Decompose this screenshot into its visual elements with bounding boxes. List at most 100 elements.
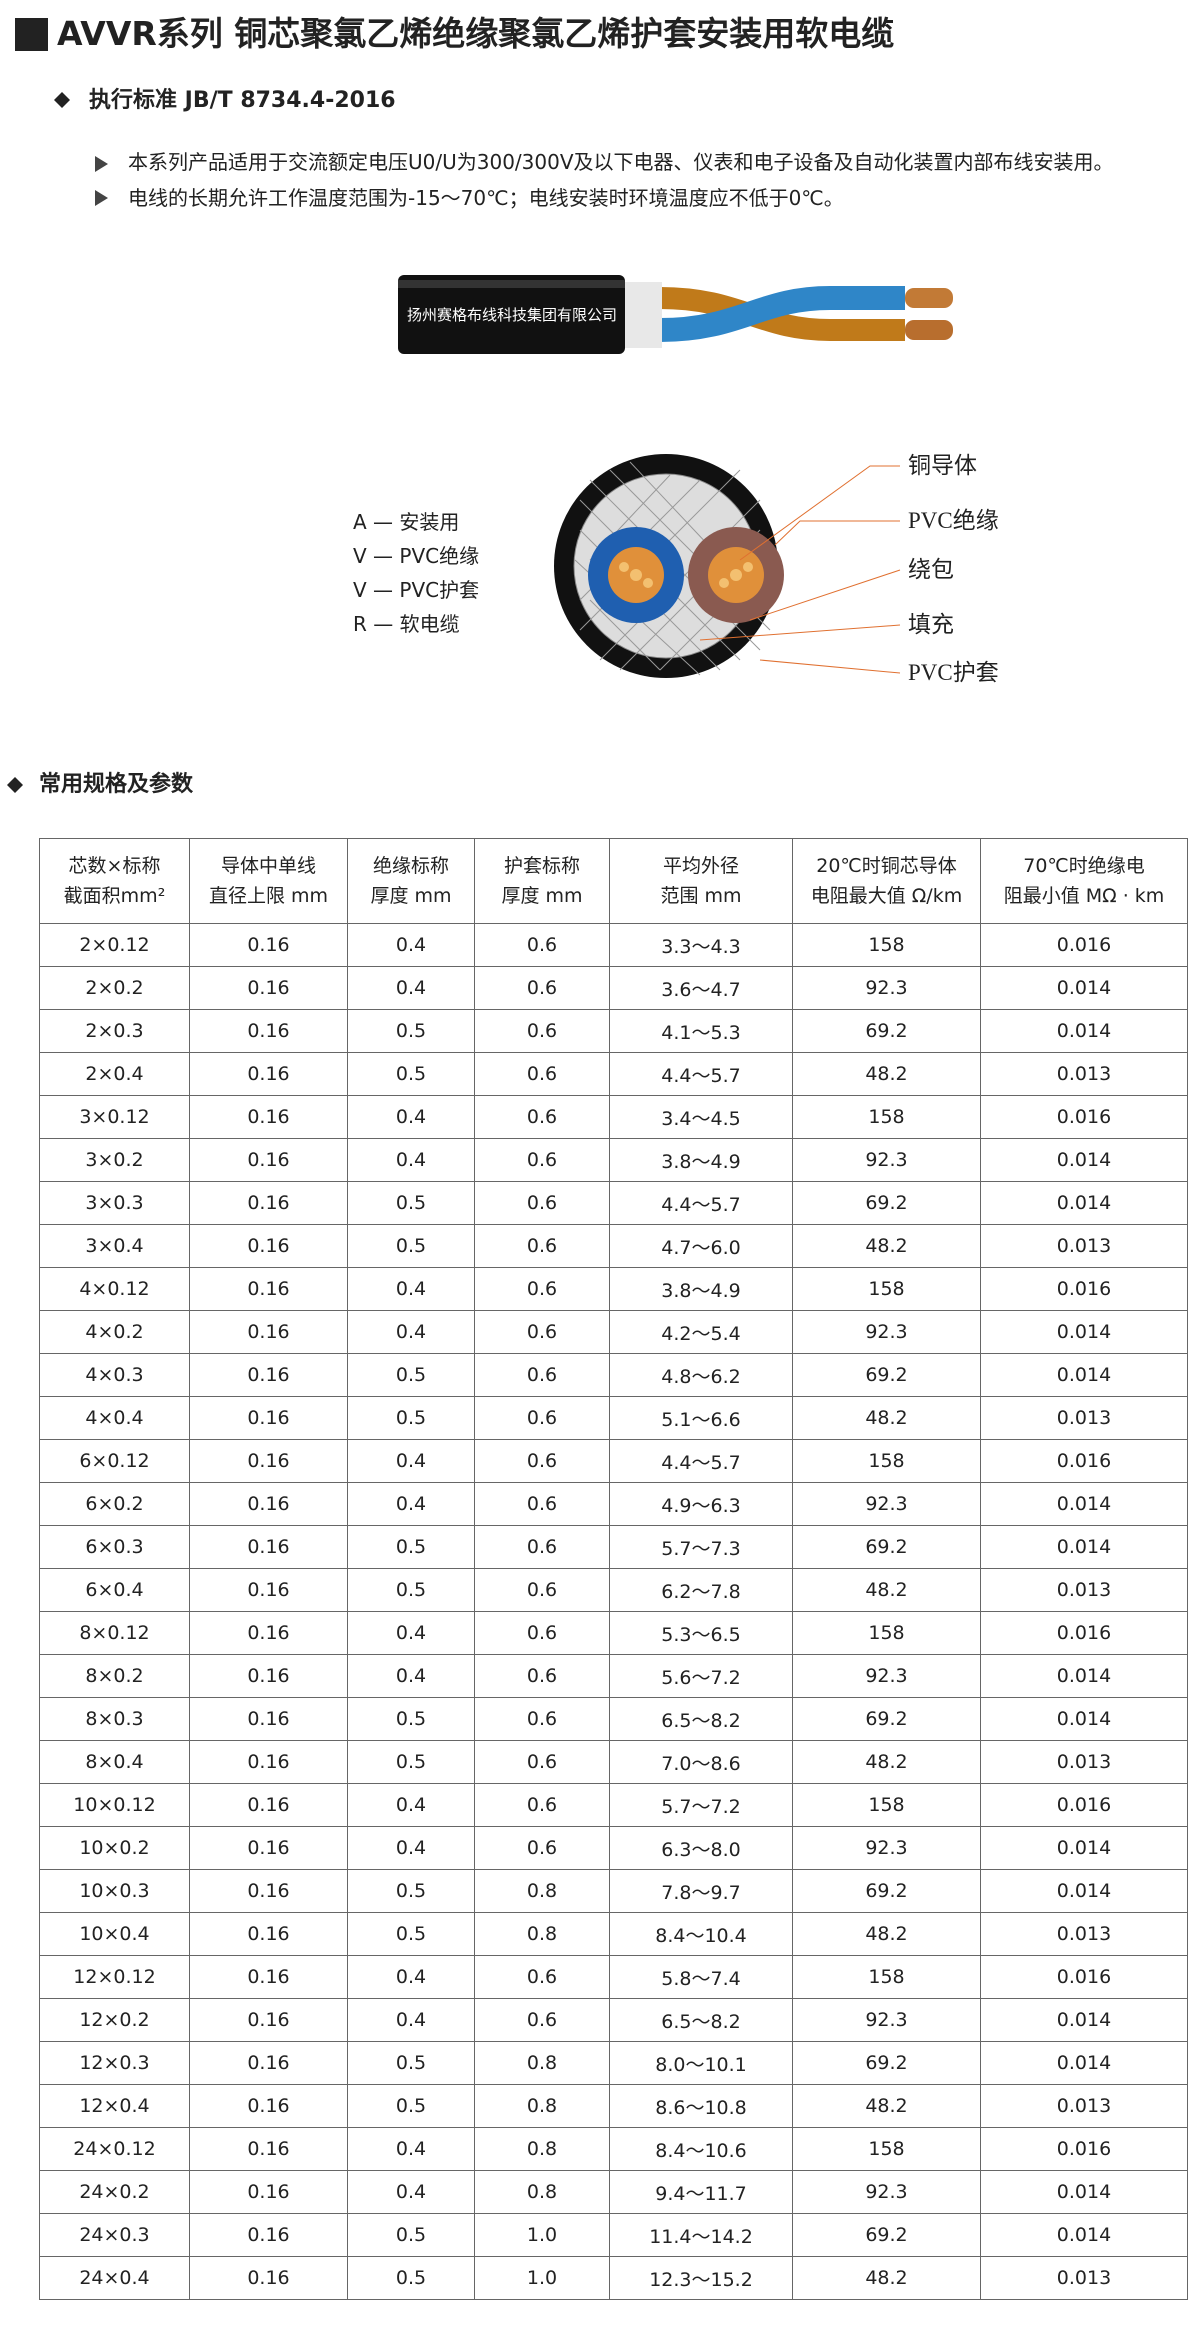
table-cell: 3.8～4.9 (609, 1267, 793, 1311)
table-cell: 48.2 (792, 1396, 981, 1440)
header-line: 截面积mm² (63, 885, 166, 907)
table-cell: 3×0.2 (39, 1138, 190, 1182)
table-cell: 3.3～4.3 (609, 923, 793, 967)
table-cell: 0.6 (474, 1740, 610, 1784)
table-cell: 0.4 (347, 1998, 475, 2042)
table-cell: 24×0.3 (39, 2213, 190, 2257)
table-cell: 0.4 (347, 1611, 475, 1655)
table-cell: 0.016 (980, 2127, 1188, 2171)
table-cell: 11.4～14.2 (609, 2213, 793, 2257)
table-cell: 0.16 (189, 966, 348, 1010)
table-cell: 0.014 (980, 1826, 1188, 1870)
table-cell: 24×0.12 (39, 2127, 190, 2171)
table-cell: 1.0 (474, 2213, 610, 2257)
table-cell: 92.3 (792, 2170, 981, 2214)
table-row: 24×0.12 0.16 0.4 0.8 8.4～10.6 158 0.016 (39, 2127, 1188, 2171)
table-cell: 0.014 (980, 1310, 1188, 1354)
table-row: 10×0.12 0.16 0.4 0.6 5.7～7.2 158 0.016 (39, 1783, 1188, 1827)
table-cell: 0.16 (189, 2127, 348, 2171)
table-cell: 69.2 (792, 1181, 981, 1225)
table-row: 4×0.12 0.16 0.4 0.6 3.8～4.9 158 0.016 (39, 1267, 1188, 1311)
table-cell: 158 (792, 1095, 981, 1139)
table-cell: 158 (792, 2127, 981, 2171)
table-cell: 12×0.2 (39, 1998, 190, 2042)
table-cell: 0.16 (189, 1525, 348, 1569)
table-cell: 0.6 (474, 1009, 610, 1053)
table-cell: 9.4～11.7 (609, 2170, 793, 2214)
table-cell: 0.013 (980, 1568, 1188, 1612)
table-cell: 0.014 (980, 2170, 1188, 2214)
table-cell: 0.5 (347, 1697, 475, 1741)
header-line: 范围 mm (660, 885, 742, 907)
table-cell: 0.016 (980, 1783, 1188, 1827)
table-cell: 0.6 (474, 966, 610, 1010)
legend-item: R — 软电缆 (353, 612, 460, 636)
header-line: 70℃时绝缘电 (1023, 855, 1145, 877)
cross-section (554, 454, 901, 678)
table-cell: 0.6 (474, 1998, 610, 2042)
table-cell: 0.4 (347, 1482, 475, 1526)
table-cell: 158 (792, 1955, 981, 1999)
table-row: 10×0.3 0.16 0.5 0.8 7.8～9.7 69.2 0.014 (39, 1869, 1188, 1913)
table-cell: 0.16 (189, 1568, 348, 1612)
bullet-diamond (54, 92, 70, 108)
table-cell: 4.1～5.3 (609, 1009, 793, 1053)
table-cell: 0.8 (474, 1869, 610, 1913)
table-cell: 92.3 (792, 1138, 981, 1182)
table-cell: 0.014 (980, 966, 1188, 1010)
column-header: 芯数×标称 截面积mm² (39, 838, 190, 924)
table-cell: 0.014 (980, 1998, 1188, 2042)
column-header: 20℃时铜芯导体 电阻最大值 Ω/km (792, 838, 981, 924)
table-row: 4×0.2 0.16 0.4 0.6 4.2～5.4 92.3 0.014 (39, 1310, 1188, 1354)
table-cell: 0.16 (189, 1912, 348, 1956)
header-line: 阻最小值 MΩ · km (1003, 885, 1165, 907)
table-cell: 0.5 (347, 1912, 475, 1956)
table-cell: 158 (792, 1267, 981, 1311)
table-row: 8×0.3 0.16 0.5 0.6 6.5～8.2 69.2 0.014 (39, 1697, 1188, 1741)
table-cell: 0.16 (189, 2256, 348, 2300)
table-cell: 69.2 (792, 1009, 981, 1053)
table-cell: 2×0.12 (39, 923, 190, 967)
table-cell: 12.3～15.2 (609, 2256, 793, 2300)
table-cell: 0.6 (474, 1138, 610, 1182)
table-cell: 0.4 (347, 1267, 475, 1311)
table-cell: 0.4 (347, 2127, 475, 2171)
header-line: 厚度 mm (370, 885, 452, 907)
column-header: 导体中单线 直径上限 mm (189, 838, 348, 924)
table-cell: 0.16 (189, 1826, 348, 1870)
table-cell: 10×0.2 (39, 1826, 190, 1870)
table-cell: 0.6 (474, 923, 610, 967)
table-cell: 92.3 (792, 1310, 981, 1354)
table-cell: 6.5～8.2 (609, 1998, 793, 2042)
table-cell: 7.8～9.7 (609, 1869, 793, 1913)
table-cell: 10×0.3 (39, 1869, 190, 1913)
table-cell: 0.016 (980, 1439, 1188, 1483)
table-cell: 69.2 (792, 1525, 981, 1569)
table-cell: 0.5 (347, 1525, 475, 1569)
table-cell: 0.016 (980, 1611, 1188, 1655)
column-header: 70℃时绝缘电 阻最小值 MΩ · km (980, 838, 1188, 924)
cable-print: 扬州赛格布线科技集团有限公司 (407, 307, 617, 324)
callout-label: PVC绝缘 (908, 508, 999, 533)
table-row: 3×0.3 0.16 0.5 0.6 4.4～5.7 69.2 0.014 (39, 1181, 1188, 1225)
table-cell: 0.16 (189, 2041, 348, 2085)
table-cell: 0.16 (189, 1740, 348, 1784)
table-cell: 0.013 (980, 2256, 1188, 2300)
table-cell: 6×0.4 (39, 1568, 190, 1612)
legend-item: A — 安装用 (353, 510, 460, 534)
table-cell: 0.16 (189, 1396, 348, 1440)
table-row: 12×0.3 0.16 0.5 0.8 8.0～10.1 69.2 0.014 (39, 2041, 1188, 2085)
table-cell: 0.5 (347, 2084, 475, 2128)
table-cell: 0.5 (347, 1181, 475, 1225)
table-cell: 158 (792, 1611, 981, 1655)
table-cell: 8.6～10.8 (609, 2084, 793, 2128)
table-cell: 2×0.2 (39, 966, 190, 1010)
table-cell: 0.6 (474, 1568, 610, 1612)
table-cell: 0.014 (980, 1353, 1188, 1397)
table-cell: 92.3 (792, 966, 981, 1010)
column-header: 护套标称 厚度 mm (474, 838, 610, 924)
table-cell: 6.2～7.8 (609, 1568, 793, 1612)
table-row: 3×0.12 0.16 0.4 0.6 3.4～4.5 158 0.016 (39, 1095, 1188, 1139)
table-cell: 48.2 (792, 1052, 981, 1096)
table-row: 8×0.12 0.16 0.4 0.6 5.3～6.5 158 0.016 (39, 1611, 1188, 1655)
